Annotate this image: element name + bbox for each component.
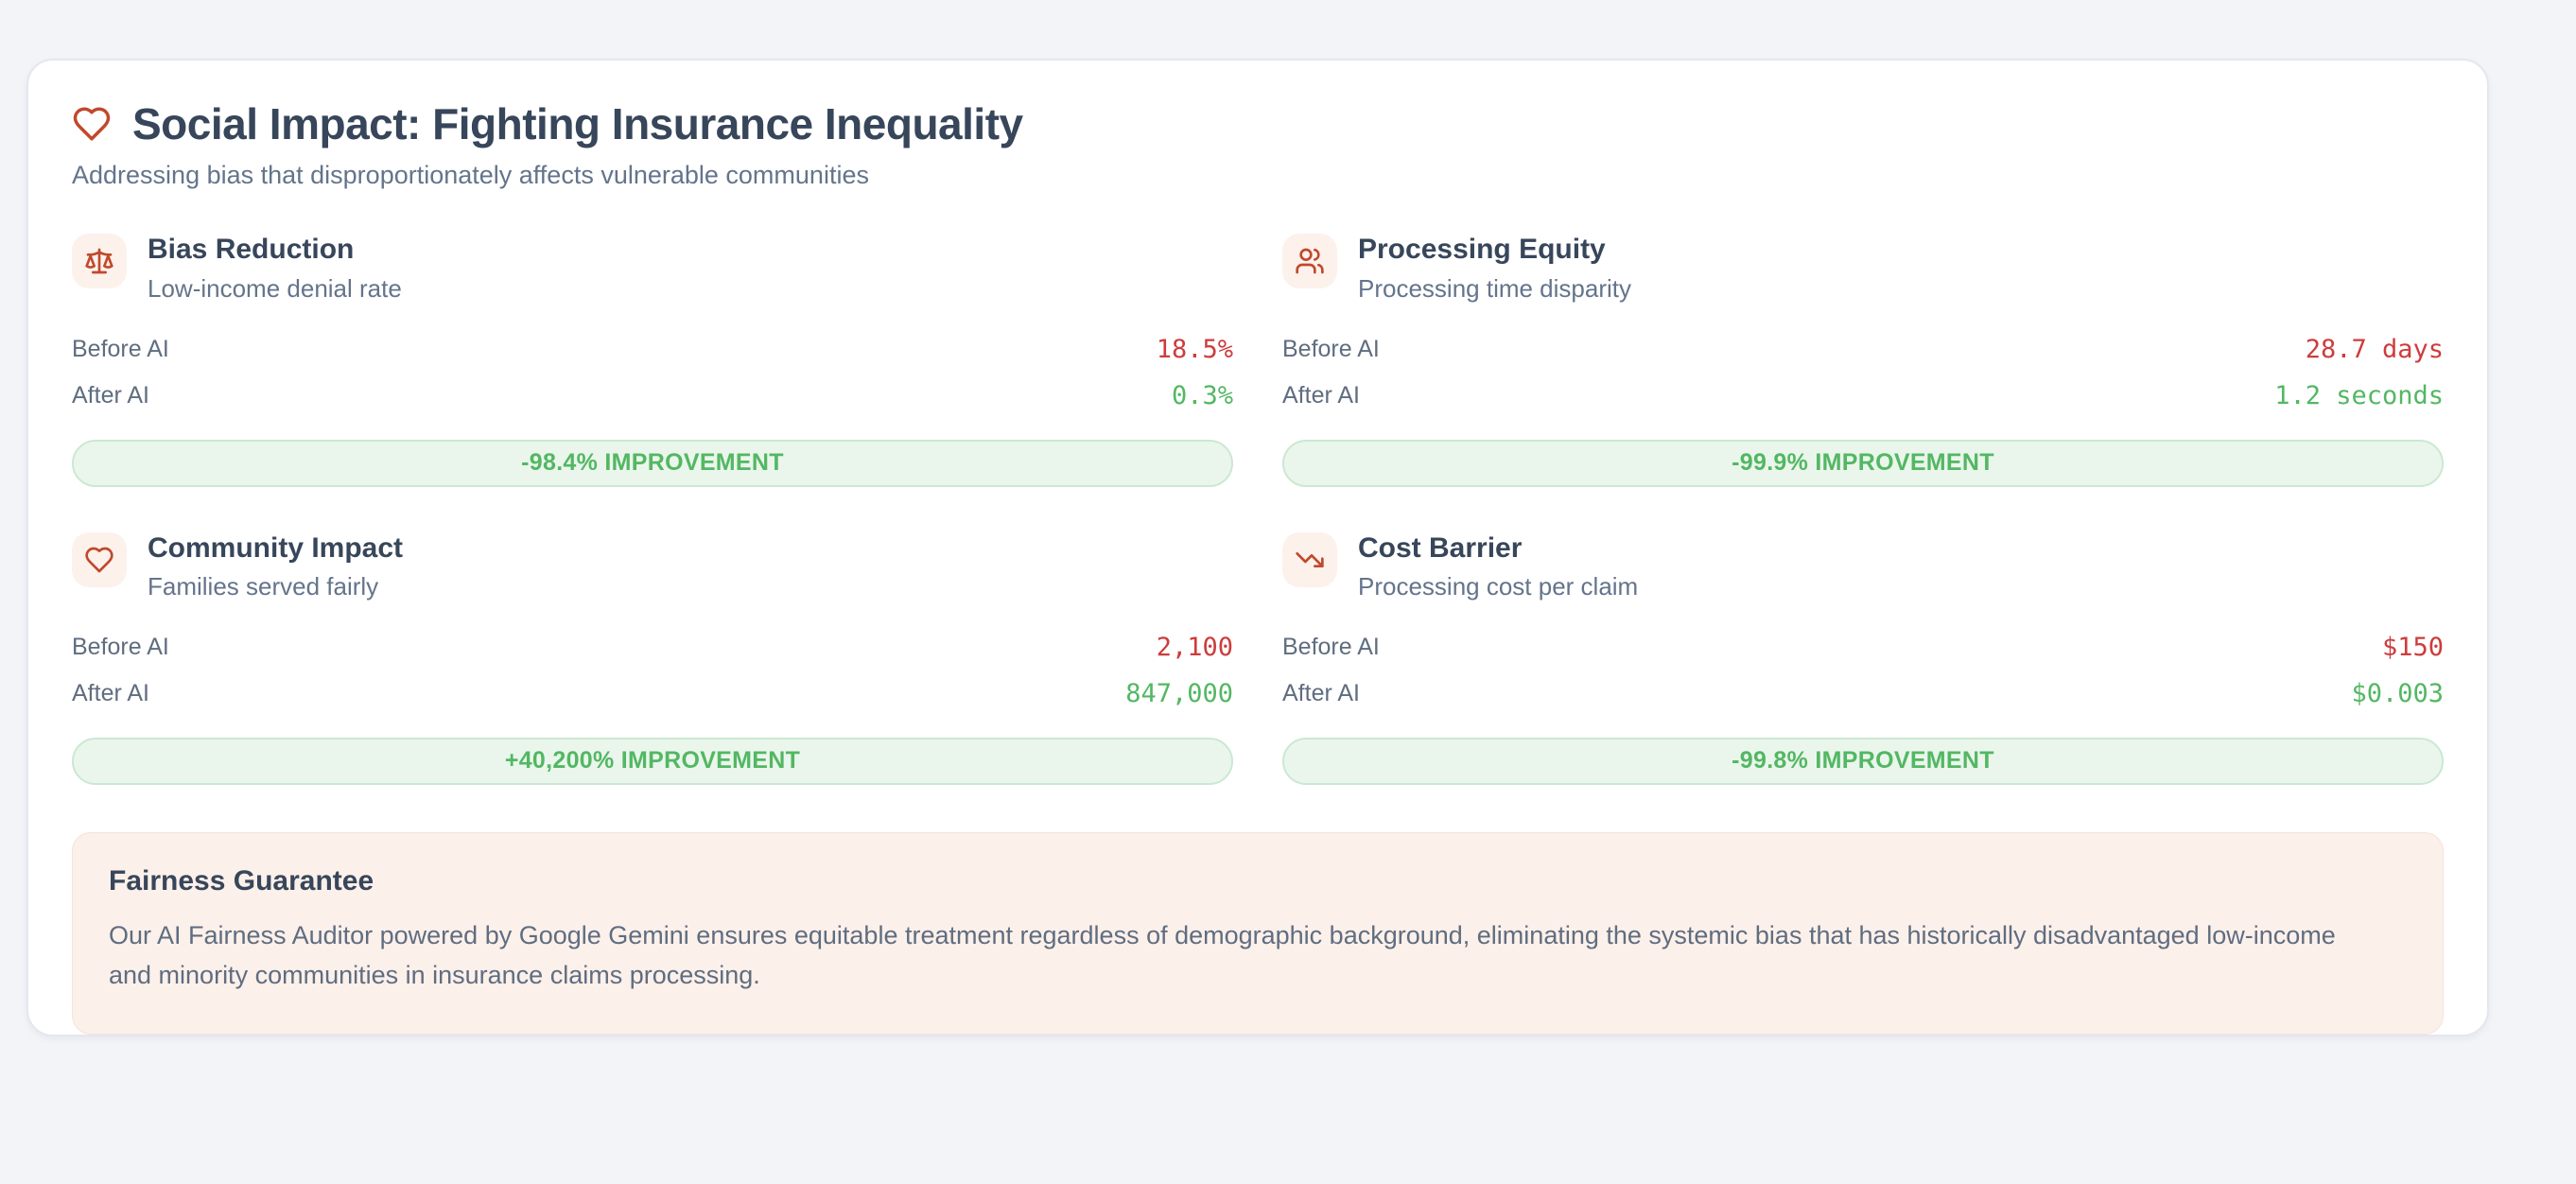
- improvement-badge: -99.8% IMPROVEMENT: [1282, 738, 2444, 785]
- metric-icon-tile: [1282, 531, 1337, 587]
- after-ai-value: 847,000: [1125, 679, 1233, 708]
- metric-subtitle: Processing cost per claim: [1358, 572, 1639, 601]
- before-ai-label: Before AI: [72, 335, 169, 362]
- metric-title: Cost Barrier: [1358, 531, 1523, 564]
- after-ai-row: After AI 847,000: [72, 670, 1233, 717]
- metrics-grid: Bias Reduction Low-income denial rate Be…: [72, 234, 2444, 785]
- after-ai-label: After AI: [72, 680, 149, 706]
- improvement-badge: -98.4% IMPROVEMENT: [72, 439, 1233, 487]
- metric-icon-tile: [1282, 234, 1337, 288]
- fairness-guarantee-title: Fairness Guarantee: [109, 865, 374, 897]
- improvement-badge: +40,200% IMPROVEMENT: [72, 738, 1233, 785]
- metric-icon-tile: [72, 531, 127, 587]
- scale-icon: [85, 248, 113, 274]
- after-ai-value: $0.003: [2351, 679, 2444, 708]
- before-ai-row: Before AI 2,100: [72, 624, 1233, 670]
- metric-card-bias-reduction: Bias Reduction Low-income denial rate Be…: [72, 234, 1233, 487]
- after-ai-label: After AI: [72, 381, 149, 409]
- before-ai-value: $150: [2381, 633, 2444, 662]
- after-ai-label: After AI: [1282, 680, 1360, 706]
- after-ai-row: After AI $0.003: [1282, 670, 2444, 717]
- users-icon: [1296, 248, 1324, 274]
- metric-title: Community Impact: [148, 531, 404, 564]
- page-subtitle: Addressing bias that disproportionately …: [72, 161, 869, 189]
- heart-icon: [73, 107, 111, 141]
- before-ai-row: Before AI $150: [1282, 624, 2444, 670]
- metric-subtitle: Processing time disparity: [1358, 273, 1631, 303]
- fairness-guarantee-box: Fairness Guarantee Our AI Fairness Audit…: [72, 832, 2444, 1035]
- social-impact-card: Social Impact: Fighting Insurance Inequa…: [26, 59, 2489, 1036]
- before-ai-label: Before AI: [1282, 634, 1380, 660]
- page-header: Social Impact: Fighting Insurance Inequa…: [72, 98, 2444, 149]
- metric-card-processing-equity: Processing Equity Processing time dispar…: [1282, 234, 2444, 487]
- metric-title: Bias Reduction: [148, 234, 355, 265]
- metric-card-community-impact: Community Impact Families served fairly …: [72, 531, 1233, 785]
- before-ai-value: 2,100: [1156, 633, 1233, 662]
- metric-card-cost-barrier: Cost Barrier Processing cost per claim B…: [1282, 531, 2444, 785]
- after-ai-label: After AI: [1282, 381, 1360, 409]
- trending-down-icon: [1296, 551, 1324, 567]
- after-ai-row: After AI 0.3%: [72, 373, 1233, 419]
- fairness-guarantee-body: Our AI Fairness Auditor powered by Googl…: [109, 921, 2336, 989]
- after-ai-value: 1.2 seconds: [2274, 380, 2444, 410]
- page-title: Social Impact: Fighting Insurance Inequa…: [132, 99, 1023, 148]
- before-ai-row: Before AI 28.7 days: [1282, 326, 2444, 373]
- after-ai-value: 0.3%: [1171, 380, 1233, 410]
- metric-subtitle: Families served fairly: [148, 572, 379, 601]
- heart-icon: [85, 547, 113, 572]
- before-ai-value: 18.5%: [1156, 334, 1233, 364]
- metric-subtitle: Low-income denial rate: [148, 273, 402, 303]
- metric-title: Processing Equity: [1358, 234, 1606, 265]
- before-ai-label: Before AI: [72, 634, 169, 660]
- before-ai-label: Before AI: [1282, 335, 1380, 362]
- before-ai-value: 28.7 days: [2305, 334, 2444, 364]
- improvement-badge: -99.9% IMPROVEMENT: [1282, 439, 2444, 487]
- after-ai-row: After AI 1.2 seconds: [1282, 373, 2444, 419]
- metric-icon-tile: [72, 234, 127, 288]
- before-ai-row: Before AI 18.5%: [72, 326, 1233, 373]
